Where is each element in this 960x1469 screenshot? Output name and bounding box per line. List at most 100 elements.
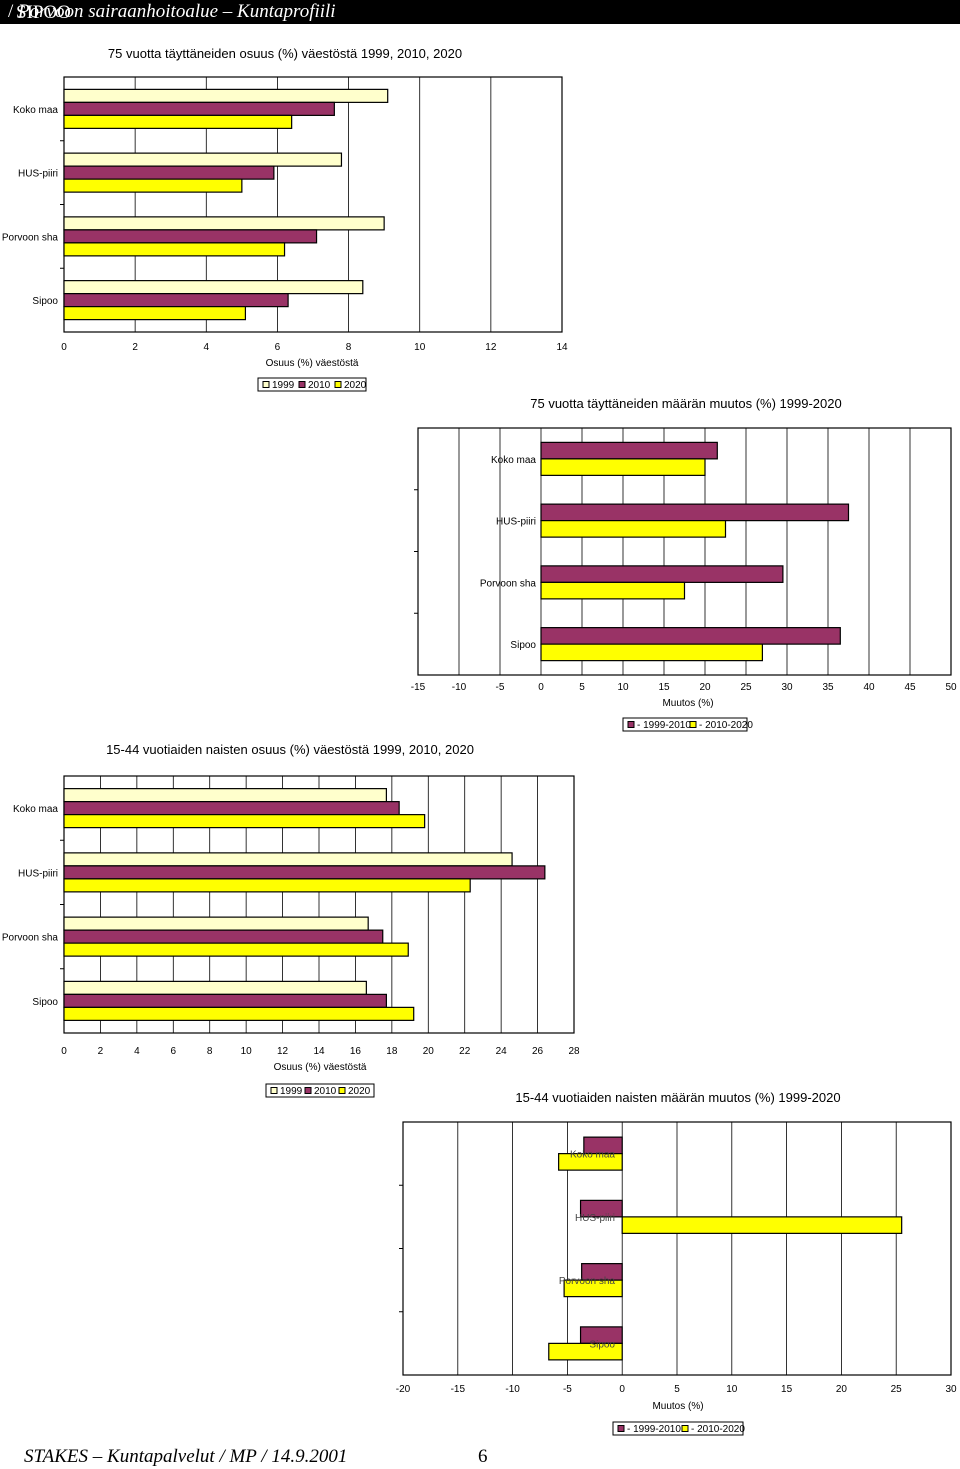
page-header: SIPOO / Porvoon sairaanhoitoalue – Kunta… [0, 0, 960, 24]
legend-swatch [627, 721, 635, 728]
legend-swatch [338, 1087, 346, 1094]
x-axis-label: Osuus (%) väestöstä [266, 358, 359, 369]
legend-label: 2010 [308, 380, 331, 391]
x-tick-label: 4 [134, 1046, 140, 1057]
legend-box [265, 1083, 375, 1098]
legend: 1999 2010 2020 [265, 1083, 375, 1098]
x-tick-label: 25 [740, 682, 752, 693]
bar-1999 [63, 88, 389, 103]
category-label: Koko maa [570, 1150, 615, 1161]
chart-2: 75 vuotta täyttäneiden määrän muutos (%)… [411, 396, 957, 732]
bar-2010 [63, 865, 546, 880]
x-tick-label: 30 [945, 1384, 957, 1395]
category-label: Sipoo [32, 296, 58, 307]
bar-2020 [63, 242, 286, 257]
header-subtitle: Porvoon sairaanhoitoalue – Kuntaprofiili [18, 1, 336, 22]
bar-2010 [63, 993, 387, 1008]
category-label: Koko maa [13, 804, 58, 815]
bar-2020 [63, 306, 247, 321]
bar-1999-2010 [579, 1199, 623, 1218]
bar-2010-2020 [548, 1342, 623, 1361]
x-tick-label: 4 [204, 342, 210, 353]
x-tick-label: 20 [423, 1046, 435, 1057]
legend-label: 2020 [344, 380, 367, 391]
x-tick-label: 2 [98, 1046, 104, 1057]
bar-2010-2020 [540, 520, 727, 538]
bar-2010-2020 [621, 1216, 903, 1234]
x-tick-label: -10 [505, 1384, 520, 1395]
chart-1: 75 vuotta täyttäneiden osuus (%) väestös… [2, 46, 568, 392]
bar-2010-2020 [540, 458, 706, 476]
bar-2020 [63, 1006, 415, 1021]
legend: - 1999-2010 - 2010-2020 [622, 717, 753, 732]
legend-label: 2020 [348, 1086, 371, 1097]
footer-text: STAKES – Kuntapalvelut / MP / 14.9.2001 [24, 1446, 348, 1467]
legend-label: 2010 [314, 1086, 337, 1097]
legend-swatch [262, 381, 270, 388]
bar-2020 [63, 942, 409, 957]
x-tick-label: 0 [538, 682, 544, 693]
legend: - 1999-2010 - 2010-2020 [612, 1421, 745, 1436]
bar-1999-2010 [540, 565, 784, 583]
x-tick-label: 16 [350, 1046, 362, 1057]
bar-1999 [63, 980, 367, 995]
category-label: Koko maa [491, 455, 536, 466]
x-tick-label: 2 [132, 342, 138, 353]
legend: 1999 2010 2020 [257, 377, 367, 392]
legend-label: 1999 [280, 1086, 303, 1097]
category-label: HUS-piiri [575, 1213, 615, 1224]
chart-title: 75 vuotta täyttäneiden määrän muutos (%)… [530, 396, 841, 411]
bar-2010 [63, 101, 335, 116]
bar-1999 [63, 152, 343, 167]
legend-swatch [304, 1087, 312, 1094]
bar-2020 [63, 178, 243, 193]
category-label: Porvoon sha [2, 933, 59, 944]
x-tick-label: 14 [556, 342, 568, 353]
legend-box [622, 717, 748, 732]
x-tick-label: -5 [496, 682, 505, 693]
category-label: HUS-piiri [18, 868, 58, 879]
bar-2010-2020 [540, 643, 763, 662]
x-tick-label: 0 [61, 342, 67, 353]
category-label: Sipoo [589, 1339, 615, 1350]
category-label: HUS-piiri [18, 169, 58, 180]
bar-2010 [63, 165, 275, 180]
legend-box [612, 1421, 744, 1436]
x-tick-label: 28 [568, 1046, 580, 1057]
x-axis-label: Muutos (%) [662, 698, 713, 709]
x-tick-label: 8 [207, 1046, 213, 1057]
x-axis-label: Muutos (%) [652, 1401, 703, 1412]
category-label: Porvoon sha [559, 1276, 616, 1287]
x-tick-label: 22 [459, 1046, 471, 1057]
bar-1999 [63, 216, 385, 231]
legend-label: - 2010-2020 [691, 1424, 745, 1435]
x-tick-label: 10 [414, 342, 426, 353]
x-tick-label: 40 [863, 682, 875, 693]
category-label: Porvoon sha [480, 578, 537, 589]
x-axis-label: Osuus (%) väestöstä [274, 1062, 367, 1073]
x-tick-label: -10 [452, 682, 467, 693]
chart-title: 75 vuotta täyttäneiden osuus (%) väestös… [108, 46, 462, 61]
bar-2020 [63, 814, 426, 829]
category-label: Porvoon sha [2, 232, 59, 243]
legend-swatch [681, 1425, 689, 1432]
x-tick-label: 0 [619, 1384, 625, 1395]
x-tick-label: 45 [904, 682, 916, 693]
x-tick-label: 15 [658, 682, 670, 693]
x-tick-label: 0 [61, 1046, 67, 1057]
x-tick-label: 15 [781, 1384, 793, 1395]
x-tick-label: 10 [617, 682, 629, 693]
legend-label: - 1999-2010 [637, 720, 691, 731]
x-tick-label: 5 [674, 1384, 680, 1395]
legend-swatch [689, 721, 697, 728]
bar-2010-2020 [558, 1153, 623, 1171]
x-tick-label: 12 [277, 1046, 289, 1057]
x-tick-label: 8 [346, 342, 352, 353]
bar-2020 [63, 878, 471, 893]
bar-2010 [63, 229, 318, 244]
category-label: HUS-piiri [496, 517, 536, 528]
chart-title: 15-44 vuotiaiden naisten osuus (%) väest… [106, 742, 474, 757]
x-tick-label: 12 [485, 342, 497, 353]
x-tick-label: 24 [496, 1046, 508, 1057]
